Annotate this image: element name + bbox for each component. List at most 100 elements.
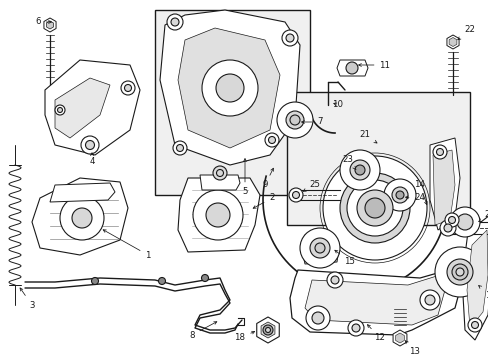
Circle shape	[264, 133, 279, 147]
Circle shape	[72, 208, 92, 228]
Circle shape	[282, 30, 297, 46]
Text: 20: 20	[478, 211, 488, 221]
Circle shape	[339, 173, 409, 243]
Polygon shape	[429, 138, 459, 230]
Text: 11: 11	[358, 60, 390, 69]
Circle shape	[285, 34, 293, 42]
Circle shape	[434, 247, 484, 297]
Text: 19: 19	[478, 285, 488, 300]
Circle shape	[432, 145, 446, 159]
Circle shape	[171, 18, 179, 26]
Text: 18: 18	[234, 331, 254, 342]
Circle shape	[173, 141, 186, 155]
Circle shape	[383, 179, 415, 211]
Circle shape	[305, 306, 329, 330]
Polygon shape	[461, 215, 488, 340]
Text: 15: 15	[334, 250, 355, 266]
Polygon shape	[200, 175, 240, 190]
Circle shape	[470, 321, 478, 328]
Circle shape	[309, 238, 329, 258]
Circle shape	[176, 144, 183, 152]
Polygon shape	[178, 28, 280, 148]
Polygon shape	[289, 268, 461, 335]
Bar	[155, 10, 309, 195]
Circle shape	[81, 136, 99, 154]
Circle shape	[268, 136, 275, 144]
Circle shape	[391, 187, 407, 203]
Text: 16: 16	[0, 359, 1, 360]
Circle shape	[395, 191, 403, 199]
Circle shape	[456, 214, 472, 230]
Circle shape	[263, 325, 272, 335]
Circle shape	[451, 264, 467, 280]
Text: 7: 7	[301, 117, 322, 126]
Polygon shape	[305, 275, 444, 325]
Circle shape	[326, 272, 342, 288]
Circle shape	[265, 328, 270, 333]
Text: 3: 3	[20, 288, 35, 310]
Circle shape	[349, 160, 369, 180]
Circle shape	[339, 150, 379, 190]
Text: 22: 22	[457, 26, 474, 40]
Text: 4: 4	[89, 153, 95, 166]
Circle shape	[455, 268, 463, 276]
Text: 21: 21	[359, 130, 376, 143]
Circle shape	[346, 62, 357, 74]
Circle shape	[444, 213, 458, 227]
Polygon shape	[178, 178, 260, 252]
Polygon shape	[32, 178, 128, 255]
Circle shape	[288, 188, 303, 202]
Text: 6: 6	[35, 18, 51, 27]
Circle shape	[193, 190, 243, 240]
Circle shape	[201, 274, 208, 282]
Text: 13: 13	[405, 341, 420, 356]
Circle shape	[167, 14, 183, 30]
Circle shape	[354, 165, 364, 175]
Circle shape	[314, 243, 325, 253]
Circle shape	[447, 216, 454, 224]
Circle shape	[124, 85, 131, 91]
Circle shape	[202, 60, 258, 116]
Text: 25: 25	[303, 180, 320, 191]
Text: 14: 14	[414, 180, 427, 204]
Circle shape	[467, 318, 481, 332]
Text: 12: 12	[366, 325, 385, 342]
Circle shape	[347, 320, 363, 336]
Circle shape	[439, 220, 455, 236]
Text: 8: 8	[189, 322, 216, 339]
Circle shape	[436, 148, 443, 156]
Circle shape	[446, 259, 472, 285]
Circle shape	[58, 108, 62, 112]
Circle shape	[346, 180, 402, 236]
Circle shape	[292, 192, 299, 198]
Polygon shape	[55, 78, 110, 138]
Polygon shape	[302, 233, 339, 264]
Polygon shape	[336, 60, 367, 76]
Circle shape	[121, 81, 135, 95]
Text: 9: 9	[262, 168, 273, 189]
Text: 10: 10	[332, 100, 343, 109]
Circle shape	[449, 207, 479, 237]
Circle shape	[60, 196, 104, 240]
Text: 24: 24	[405, 193, 425, 202]
Text: 23: 23	[342, 156, 355, 170]
Circle shape	[424, 295, 434, 305]
Circle shape	[285, 111, 304, 129]
Polygon shape	[466, 230, 487, 328]
Circle shape	[216, 74, 244, 102]
Text: 1: 1	[103, 230, 150, 260]
Circle shape	[419, 290, 439, 310]
Text: 5: 5	[242, 159, 247, 197]
Polygon shape	[50, 183, 115, 202]
Bar	[286, 92, 469, 225]
Circle shape	[91, 278, 98, 284]
Circle shape	[216, 170, 223, 176]
Circle shape	[213, 166, 226, 180]
Polygon shape	[45, 60, 140, 155]
Circle shape	[205, 203, 229, 227]
Circle shape	[276, 102, 312, 138]
Circle shape	[158, 278, 165, 284]
Circle shape	[330, 276, 338, 284]
Circle shape	[311, 312, 324, 324]
Circle shape	[443, 224, 451, 232]
